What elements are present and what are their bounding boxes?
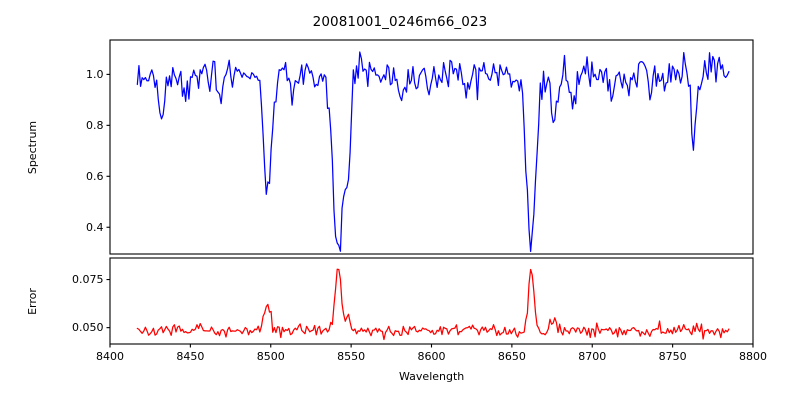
x-tick-label-8800: 8800 [739, 349, 767, 363]
x-tick-label-8550: 8550 [337, 349, 366, 363]
error-y-axis-label: Error [25, 287, 39, 315]
spectrum-axes-frame [109, 39, 754, 255]
x-tick-label-8500: 8500 [256, 349, 285, 363]
spectrum-y-tick-label-0: 0.4 [86, 220, 104, 234]
error-y-tick-label-1: 0.075 [72, 273, 104, 287]
x-tick-label-8700: 8700 [578, 349, 607, 363]
error-y-tick-label-0: 0.050 [72, 321, 104, 335]
chart-title: 20081001_0246m66_023 [312, 14, 488, 30]
error-data-line [136, 268, 730, 341]
x-tick-label-8450: 8450 [176, 349, 205, 363]
x-tick-label-8400: 8400 [96, 349, 124, 363]
spectrum-data-line [136, 51, 730, 253]
x-tick-label-8600: 8600 [417, 349, 446, 363]
spectrum-y-axis-label: Spectrum [25, 120, 39, 174]
x-tick-label-8750: 8750 [658, 349, 687, 363]
spectrum-y-tick-label-3: 1.0 [86, 67, 104, 81]
x-axis-label: Wavelength [399, 370, 465, 383]
x-tick-label-8650: 8650 [497, 349, 526, 363]
spectrum-y-tick-label-1: 0.6 [86, 169, 104, 183]
spectrum-y-tick-label-2: 0.8 [86, 118, 104, 132]
